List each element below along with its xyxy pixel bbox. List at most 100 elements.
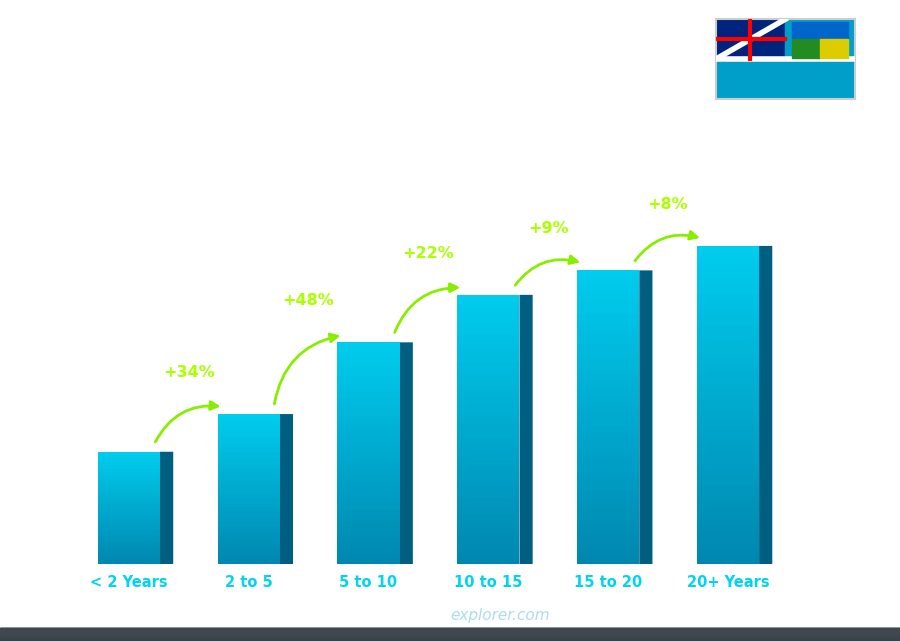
Bar xyxy=(218,531,280,534)
Bar xyxy=(98,467,160,469)
Bar xyxy=(457,456,519,461)
Bar xyxy=(218,554,280,556)
Bar xyxy=(0,629,900,635)
Bar xyxy=(0,631,900,637)
Bar xyxy=(577,290,639,295)
Bar xyxy=(577,432,639,437)
Bar xyxy=(697,342,759,347)
Bar xyxy=(218,459,280,462)
Bar xyxy=(697,405,759,410)
Bar xyxy=(577,520,639,525)
Bar xyxy=(338,424,400,428)
Polygon shape xyxy=(792,39,820,58)
Bar xyxy=(218,542,280,544)
Bar xyxy=(0,631,900,637)
Bar xyxy=(697,538,759,543)
Bar xyxy=(577,349,639,354)
Bar xyxy=(697,347,759,352)
Bar xyxy=(338,490,400,494)
Bar xyxy=(0,631,900,637)
Bar xyxy=(0,632,900,638)
Bar xyxy=(98,532,160,534)
Bar xyxy=(577,456,639,462)
Bar xyxy=(577,403,639,408)
Bar xyxy=(218,437,280,439)
Bar xyxy=(577,437,639,442)
Bar xyxy=(218,547,280,549)
Bar xyxy=(577,271,639,275)
Bar xyxy=(697,426,759,431)
Bar xyxy=(697,543,759,548)
Bar xyxy=(577,422,639,427)
Bar xyxy=(98,456,160,458)
Bar xyxy=(338,413,400,416)
Bar xyxy=(697,256,759,262)
Bar xyxy=(0,632,900,638)
Bar xyxy=(0,632,900,638)
Bar xyxy=(218,479,280,481)
Bar xyxy=(0,635,900,641)
FancyArrowPatch shape xyxy=(274,334,338,404)
Bar xyxy=(0,632,900,638)
Bar xyxy=(98,491,160,493)
Bar xyxy=(98,481,160,483)
Bar xyxy=(457,389,519,394)
Bar xyxy=(0,634,900,640)
Bar xyxy=(98,513,160,515)
FancyArrowPatch shape xyxy=(156,402,218,442)
Bar xyxy=(218,464,280,467)
Bar xyxy=(338,420,400,424)
Bar xyxy=(338,556,400,560)
Bar xyxy=(0,629,900,635)
Bar xyxy=(0,629,900,636)
Bar xyxy=(0,629,900,636)
Bar xyxy=(338,449,400,453)
Bar xyxy=(98,534,160,536)
Bar xyxy=(0,633,900,639)
Bar xyxy=(338,535,400,538)
Bar xyxy=(218,559,280,562)
Bar xyxy=(457,542,519,546)
Bar xyxy=(0,633,900,639)
Bar xyxy=(0,634,900,640)
Bar xyxy=(218,429,280,431)
Bar xyxy=(98,472,160,474)
Bar xyxy=(0,633,900,639)
Bar xyxy=(577,295,639,300)
Bar xyxy=(457,394,519,398)
Bar xyxy=(457,560,519,564)
Bar xyxy=(577,369,639,373)
Polygon shape xyxy=(759,246,772,564)
Bar xyxy=(577,397,639,403)
Bar xyxy=(0,631,900,638)
Bar xyxy=(98,542,160,544)
Bar xyxy=(457,501,519,506)
Bar xyxy=(457,376,519,380)
Bar xyxy=(338,442,400,446)
Bar xyxy=(98,551,160,553)
Bar xyxy=(0,633,900,640)
Bar xyxy=(338,394,400,398)
Bar xyxy=(457,326,519,331)
Bar xyxy=(457,331,519,335)
Polygon shape xyxy=(639,271,652,564)
Bar xyxy=(0,631,900,637)
Bar xyxy=(697,522,759,527)
Bar xyxy=(338,476,400,479)
Polygon shape xyxy=(716,19,785,60)
Text: explorer.com: explorer.com xyxy=(450,608,550,623)
Bar xyxy=(697,262,759,267)
Bar xyxy=(0,628,900,635)
Bar xyxy=(577,525,639,530)
Bar xyxy=(577,554,639,559)
Bar xyxy=(0,633,900,640)
Bar xyxy=(457,483,519,488)
Bar xyxy=(218,522,280,524)
Bar xyxy=(697,278,759,283)
Bar xyxy=(697,453,759,458)
Bar xyxy=(338,401,400,405)
Bar xyxy=(577,471,639,476)
Bar xyxy=(697,294,759,299)
Text: +48%: +48% xyxy=(283,293,335,308)
Bar xyxy=(98,523,160,525)
